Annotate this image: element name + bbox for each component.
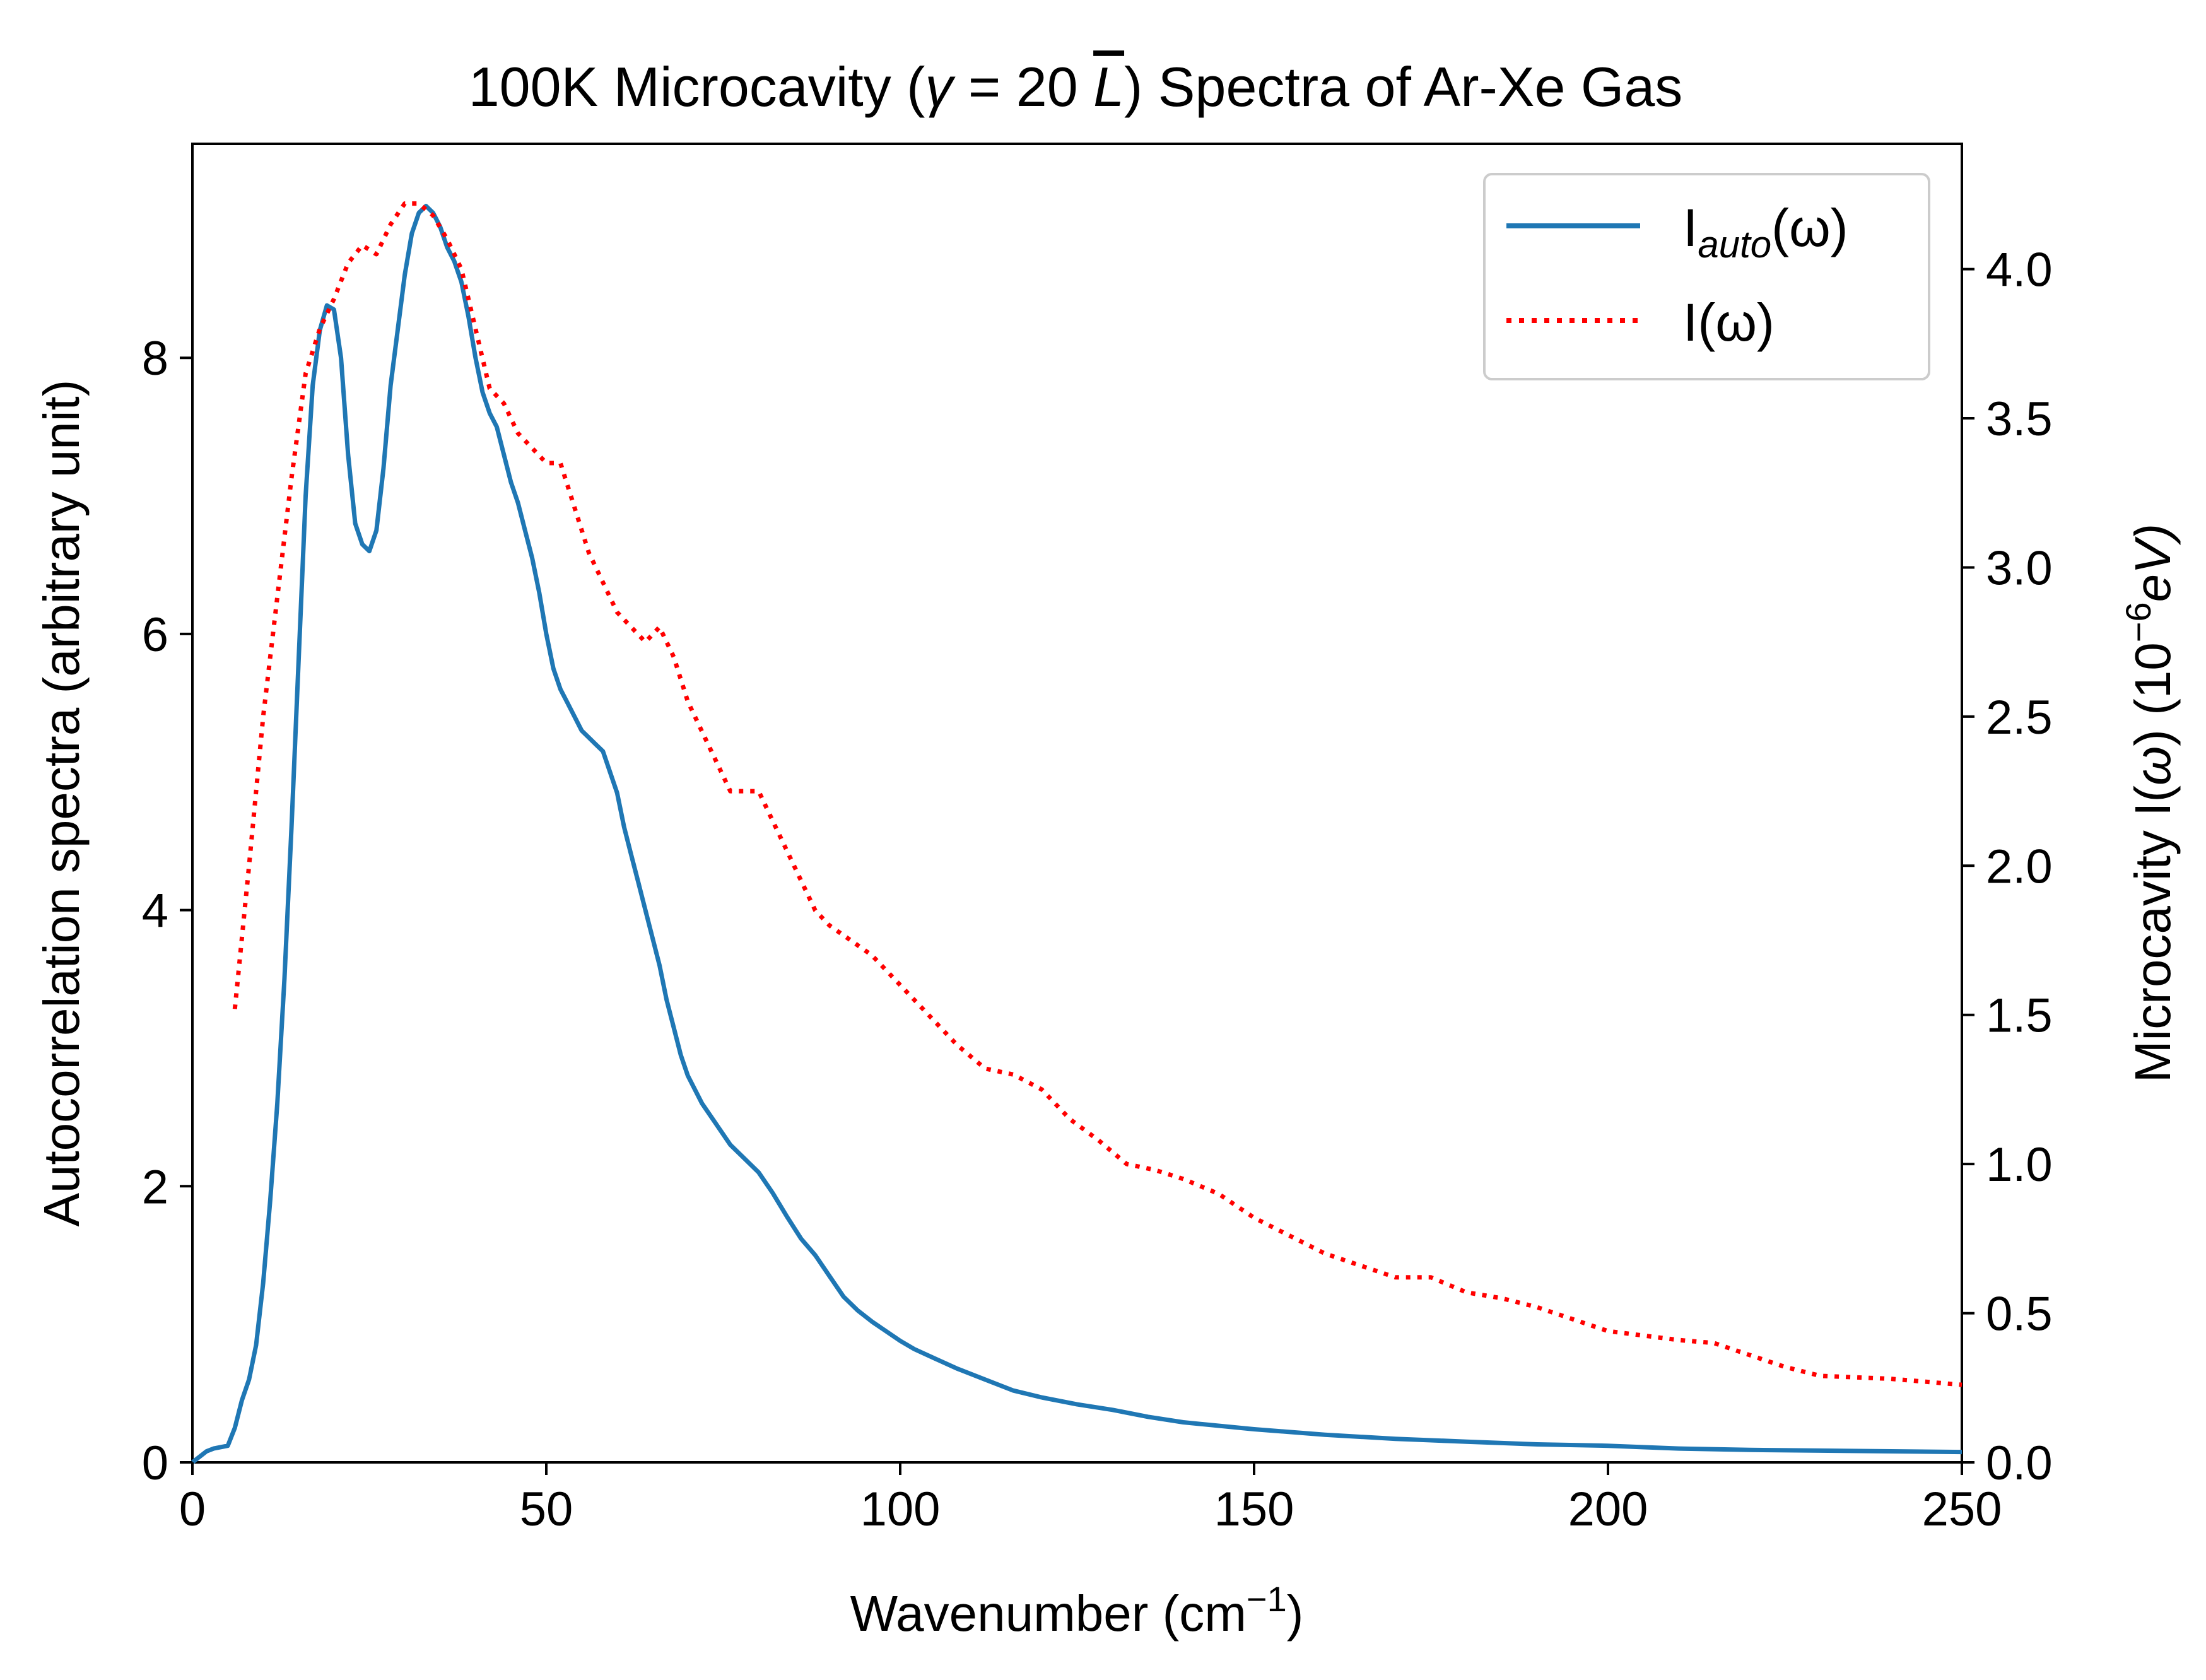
y-axis-right-label: Microcavity I(ω) (10−6eV) — [2118, 524, 2181, 1083]
y-axis-left-label: Autocorrelation spectra (arbitrary unit) — [33, 380, 90, 1227]
x-tick-label: 100 — [860, 1483, 941, 1536]
legend: Iauto(ω) I(ω) — [1483, 173, 1930, 380]
y-left-tick-label: 2 — [142, 1160, 168, 1214]
legend-label-auto: Iauto(ω) — [1683, 198, 1848, 266]
y-right-tick-label: 1.5 — [1986, 989, 2053, 1043]
y-left-tick-label: 4 — [142, 884, 168, 938]
y-right-tick-label: 2.5 — [1986, 691, 2053, 744]
y-right-tick-label: 1.0 — [1986, 1138, 2053, 1192]
chart-title: 100K Microcavity (γ = 20 L) Spectra of A… — [469, 56, 1683, 118]
x-axis-label: Wavenumber (cm−1) — [850, 1579, 1304, 1642]
x-tick-label: 150 — [1214, 1483, 1294, 1536]
y-right-tick-label: 3.0 — [1986, 541, 2053, 595]
x-tick-label: 200 — [1568, 1483, 1648, 1536]
plot-area-frame — [191, 143, 1963, 1464]
y-left-tick-label: 6 — [142, 608, 168, 662]
x-tick-label: 250 — [1922, 1483, 2002, 1536]
x-tick-label: 0 — [179, 1483, 206, 1536]
y-left-tick-label: 0 — [142, 1436, 168, 1490]
x-axis: 0 50 100 150 200 250 — [179, 1462, 2002, 1536]
series-line-autocorrelation — [191, 204, 1963, 1464]
x-tick-label: 50 — [520, 1483, 573, 1536]
y-right-tick-label: 4.0 — [1986, 244, 2053, 297]
series-group — [191, 201, 1963, 1464]
y-left-tick-label: 8 — [142, 332, 168, 385]
y-axis-left: 0 2 4 6 8 — [142, 332, 192, 1490]
series-line-microcavity — [232, 201, 1963, 1387]
legend-label-microcavity: I(ω) — [1683, 293, 1775, 352]
y-right-tick-label: 3.5 — [1986, 392, 2053, 446]
y-right-tick-label: 0.5 — [1986, 1288, 2053, 1341]
y-axis-right: 0.0 0.5 1.0 1.5 2.0 2.5 3.0 3.5 4.0 — [1962, 244, 2053, 1490]
y-right-tick-label: 0.0 — [1986, 1436, 2053, 1490]
y-right-tick-label: 2.0 — [1986, 840, 2053, 893]
